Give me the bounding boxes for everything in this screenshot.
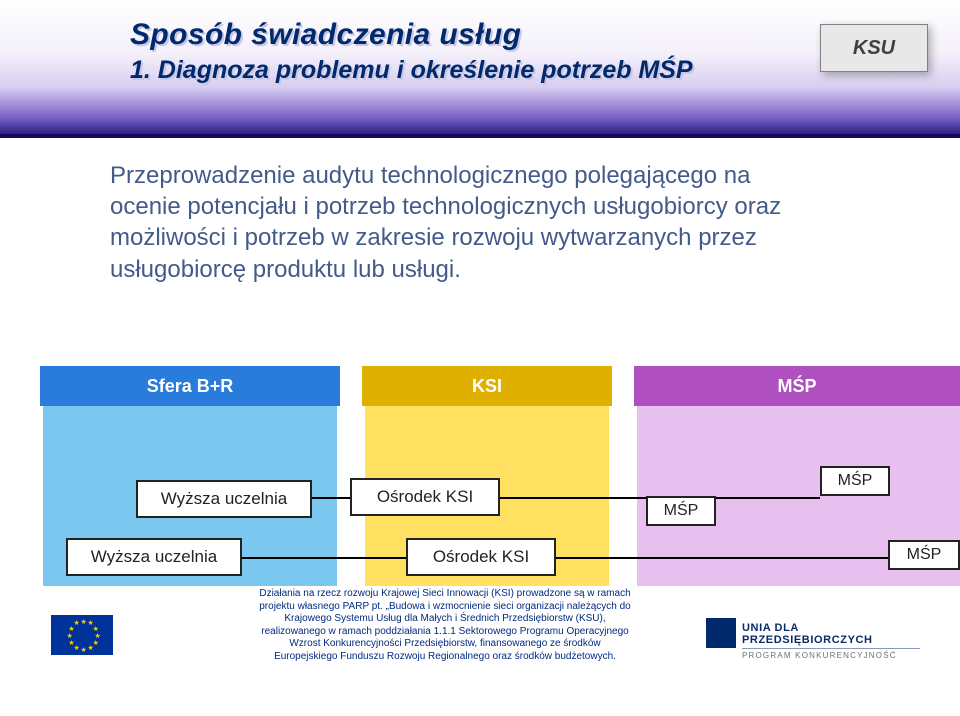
footer-line-4: Wzrost Konkurencyjności Przedsiębiorstw,…: [150, 638, 740, 651]
body-paragraph: Przeprowadzenie audytu technologicznego …: [110, 160, 790, 285]
diagram-chip-wu2: Wyższa uczelnia: [66, 538, 242, 576]
eu-flag-star: ★: [68, 641, 73, 646]
footer-text: Działania na rzecz rozwoju Krajowej Siec…: [150, 588, 740, 663]
ksu-logo-label: KSU: [853, 37, 895, 60]
eu-flag-star: ★: [81, 648, 86, 653]
ksu-logo: KSU: [820, 24, 928, 72]
eu-flag-star: ★: [81, 620, 86, 625]
diagram-link-0: [312, 497, 350, 499]
diagram-chip-msp3: MŚP: [888, 540, 960, 570]
diagram-column-header-ksi: KSI: [362, 366, 612, 406]
diagram-chip-msp1: MŚP: [646, 496, 716, 526]
eu-flag-star: ★: [88, 646, 93, 651]
footer-line-1: projektu własnego PARP pt. „Budowa i wzm…: [150, 601, 740, 614]
slide-subtitle: 1. Diagnoza problemu i określenie potrze…: [130, 56, 693, 85]
diagram-chip-wu1: Wyższa uczelnia: [136, 480, 312, 518]
diagram-link-2: [500, 497, 646, 499]
unia-logo-line1: UNIA DLA PRZEDSIĘBIORCZYCH: [742, 622, 928, 646]
unia-logo-line2: PROGRAM KONKURENCYJNOŚĆ: [742, 651, 928, 660]
diagram-link-3: [716, 497, 820, 499]
unia-logo-square: [706, 618, 736, 648]
footer-line-3: realizowanego w ramach poddziałania 1.1.…: [150, 626, 740, 639]
eu-flag-icon: ★★★★★★★★★★★★: [50, 614, 114, 656]
header-bottom-rule: [0, 134, 960, 138]
diagram-chip-msp2: MŚP: [820, 466, 890, 496]
diagram-chip-oksi2: Ośrodek KSI: [406, 538, 556, 576]
diagram-link-1: [242, 557, 406, 559]
unia-logo: UNIA DLA PRZEDSIĘBIORCZYCH PROGRAM KONKU…: [742, 622, 928, 660]
eu-flag-star: ★: [68, 627, 73, 632]
diagram-column-header-msp: MŚP: [634, 366, 960, 406]
diagram-link-4: [556, 557, 888, 559]
footer-line-5: Europejskiego Funduszu Rozwoju Regionaln…: [150, 651, 740, 664]
slide-title: Sposób świadczenia usług: [130, 18, 693, 52]
eu-flag-star: ★: [93, 627, 98, 632]
diagram-column-header-sfera: Sfera B+R: [40, 366, 340, 406]
title-block: Sposób świadczenia usług 1. Diagnoza pro…: [130, 18, 693, 85]
eu-flag-star: ★: [95, 634, 100, 639]
diagram: Sfera B+R KSI MŚP Wyższa uczelnia Wyższa ucz…: [40, 366, 960, 586]
footer-line-2: Krajowego Systemu Usług dla Małych i Śre…: [150, 613, 740, 626]
footer-line-0: Działania na rzecz rozwoju Krajowej Siec…: [150, 588, 740, 601]
eu-flag-star: ★: [74, 621, 79, 626]
unia-logo-underline: [742, 648, 920, 649]
eu-flag-star: ★: [67, 634, 72, 639]
diagram-chip-oksi1: Ośrodek KSI: [350, 478, 500, 516]
